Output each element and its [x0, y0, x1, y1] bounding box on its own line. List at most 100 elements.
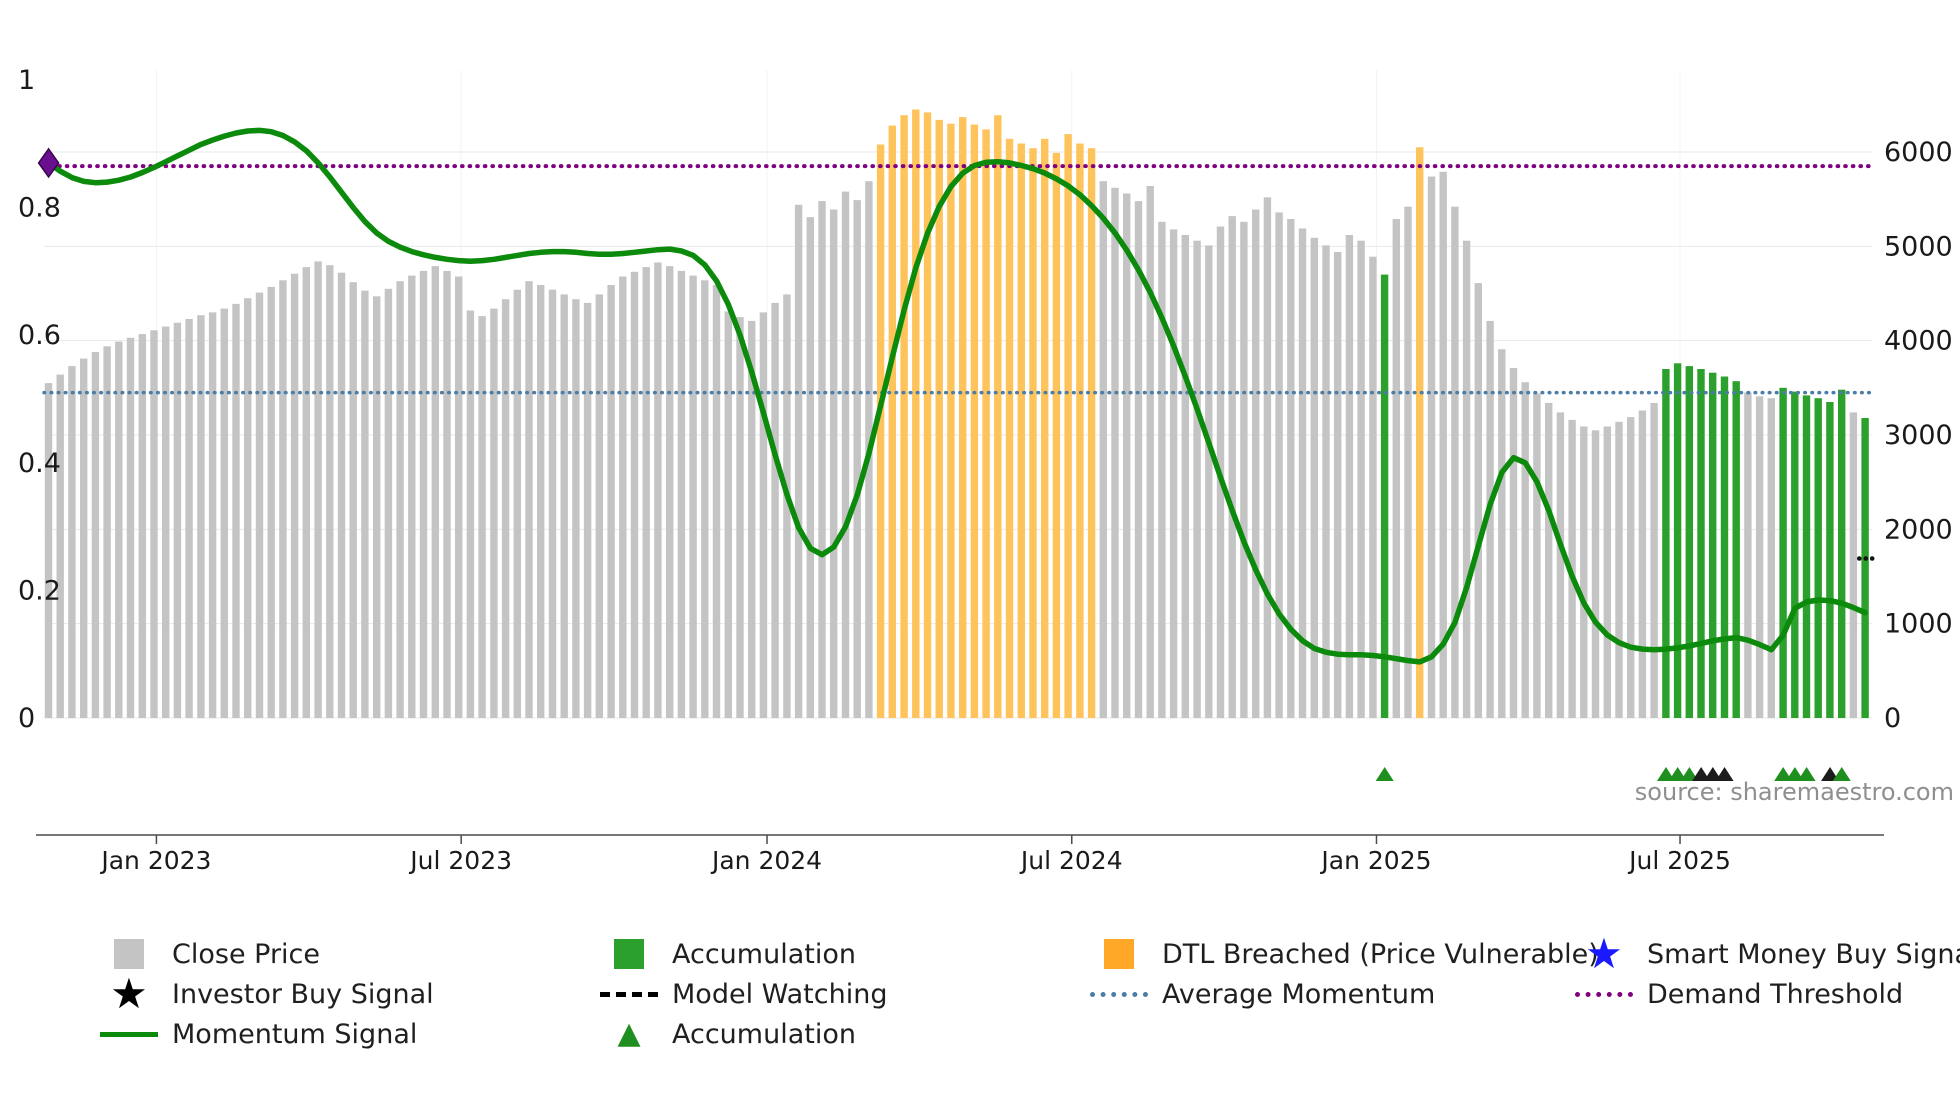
price-momentum-chart: 0 0.2 0.4 0.6 0.8 1 0 1000 2000 3000 4000 5000 6000 J…	[18, 65, 1953, 875]
legend-item-close-price: Close Price	[100, 934, 600, 974]
close-price-bar	[1627, 417, 1635, 718]
close-price-bar	[1779, 387, 1787, 718]
accumulation-triangle-icon	[1375, 767, 1394, 781]
close-price-bar	[290, 273, 299, 718]
close-price-bar	[138, 334, 146, 718]
close-price-bar	[654, 262, 662, 718]
right-axis-tick-label: 5000	[1884, 231, 1953, 262]
close-price-bar	[173, 322, 182, 718]
close-price-bar	[970, 124, 979, 719]
close-price-bar	[1814, 398, 1822, 718]
model-watching-swatch	[600, 991, 658, 997]
close-price-bar	[1826, 402, 1834, 718]
close-price-bar	[1556, 412, 1565, 718]
close-price-bar	[666, 266, 674, 718]
close-price-bar	[349, 282, 357, 718]
average-momentum-line	[1090, 991, 1148, 997]
close-price-bar	[689, 275, 697, 718]
close-price-bar	[326, 265, 334, 718]
close-price-bar	[361, 290, 369, 718]
accumulation-triangle-icon	[1821, 767, 1840, 781]
accumulation-triangle-icon	[1785, 767, 1804, 781]
close-price-bar	[818, 201, 826, 719]
close-price-bar	[1591, 430, 1600, 718]
close-price-bar	[1697, 369, 1705, 718]
close-price-bar	[853, 200, 861, 719]
close-price-bar	[771, 302, 779, 718]
close-price-bar	[1615, 421, 1623, 718]
close-price-bar	[1263, 197, 1272, 719]
close-price-bar	[337, 272, 346, 718]
legend-item-model-watching: Model Watching	[600, 974, 1090, 1014]
close-price-bar	[80, 358, 88, 718]
close-price-bar	[1392, 219, 1400, 718]
legend-label-demand-threshold: Demand Threshold	[1647, 978, 1904, 1010]
close-price-bar	[1345, 235, 1354, 718]
close-price-bar	[1275, 212, 1283, 718]
close-price-bar	[1029, 148, 1037, 718]
close-price-bar	[1638, 410, 1647, 718]
right-axis-tick-label: 1000	[1884, 609, 1953, 640]
close-price-bar	[1791, 391, 1799, 718]
legend-label-average-momentum: Average Momentum	[1162, 978, 1436, 1010]
close-price-bar	[232, 303, 240, 718]
accumulation-bar-swatch	[600, 939, 658, 969]
legend-item-average-momentum: Average Momentum	[1090, 974, 1575, 1014]
close-price-bar	[701, 280, 709, 718]
close-price-bar	[255, 292, 264, 718]
close-price-bar	[1474, 283, 1482, 718]
close-price-bar	[935, 119, 943, 718]
x-axis-tick-label: Jul 2024	[1019, 846, 1123, 875]
close-price-bar	[1802, 395, 1811, 718]
legend-label-model-watching: Model Watching	[672, 978, 888, 1010]
close-price-bar	[1580, 426, 1588, 718]
close-price-bar	[1193, 240, 1201, 718]
close-price-bar	[115, 341, 123, 718]
left-axis-tick-label: 0.4	[18, 448, 61, 479]
legend-item-investor-buy: ★ Investor Buy Signal	[100, 973, 600, 1015]
close-price-bar	[560, 294, 568, 718]
model-watching-line	[600, 991, 658, 997]
close-price-bar	[1298, 228, 1307, 718]
accumulation-triangle-icon	[1774, 767, 1793, 781]
close-price-bar	[1533, 393, 1541, 718]
close-price-bar	[1603, 426, 1611, 718]
legend-item-smart-money-buy: ★ Smart Money Buy Signal	[1575, 933, 1960, 975]
legend-item-dtl-breached: DTL Breached (Price Vulnerable)	[1090, 934, 1599, 974]
close-price-bar	[537, 285, 545, 718]
legend-label-smart-money-buy: Smart Money Buy Signal	[1647, 938, 1960, 970]
close-price-bar	[783, 294, 791, 718]
close-price-bar	[1123, 193, 1131, 718]
x-axis-tick-label: Jan 2023	[99, 846, 211, 875]
accumulation-triangle-icon	[1680, 767, 1699, 781]
close-price-bar	[419, 270, 428, 718]
momentum-start-diamond-icon	[37, 147, 60, 179]
close-price-bar	[513, 289, 521, 718]
dtl-breached-swatch	[1090, 939, 1148, 969]
close-price-bar	[712, 285, 721, 718]
close-price-bar	[1462, 240, 1471, 718]
close-price-bar	[1240, 221, 1248, 719]
close-price-bar	[947, 123, 955, 718]
close-price-bar	[56, 374, 64, 718]
close-price-bar	[583, 302, 592, 718]
close-price-bar	[1685, 366, 1693, 718]
close-price-bar	[1427, 176, 1436, 718]
legend-label-dtl-breached: DTL Breached (Price Vulnerable)	[1162, 938, 1599, 970]
momentum-signal-swatch	[100, 1031, 158, 1037]
close-price-bar	[548, 289, 557, 718]
close-price-bar	[1744, 392, 1752, 718]
legend-item-momentum-signal: Momentum Signal	[100, 1014, 600, 1054]
model-watching-mark	[1869, 556, 1875, 561]
close-price-bar	[302, 267, 310, 718]
close-price-bar	[1087, 148, 1096, 718]
close-price-bar	[1205, 245, 1213, 718]
close-price-bar	[455, 276, 463, 718]
close-price-bar	[1017, 143, 1025, 718]
dtl-breached-square	[1104, 939, 1134, 969]
close-price-bar	[501, 299, 510, 718]
close-price-bar	[900, 115, 908, 718]
close-price-bar	[1158, 221, 1166, 719]
close-price-bar	[68, 366, 76, 718]
